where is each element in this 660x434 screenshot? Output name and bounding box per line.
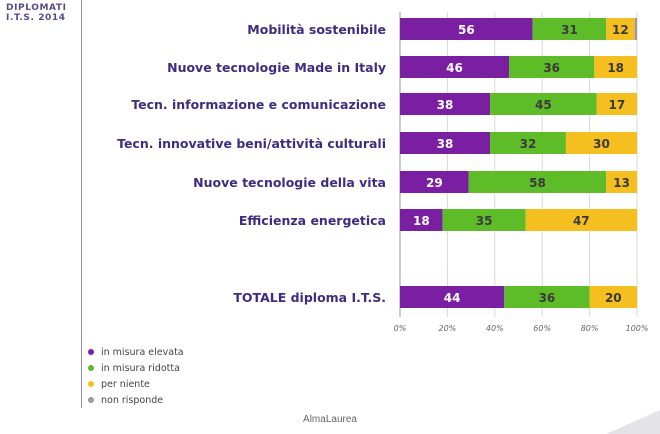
bar-segment	[532, 18, 607, 40]
category-label: Efficienza energetica	[239, 213, 386, 228]
tick-label: 40%	[486, 324, 504, 333]
tick-label: 80%	[581, 324, 599, 333]
legend: in misura elevata in misura ridotta per ni…	[88, 344, 184, 408]
category-label: Tecn. innovative beni/attività culturali	[117, 136, 386, 151]
tick-label: 100%	[626, 324, 649, 333]
x-tick-labels: 0% 20% 40% 60% 80% 100%	[394, 324, 649, 333]
bar-segment	[400, 56, 510, 78]
data-label: 36	[539, 291, 556, 305]
category-labels: Mobilità sostenibile Nuove tecnologie Mad…	[117, 22, 386, 305]
side-title-line1: DIPLOMATI	[6, 3, 67, 13]
legend-label: in misura elevata	[101, 346, 184, 358]
category-label: TOTALE diploma I.T.S.	[233, 290, 386, 305]
data-label: 36	[543, 61, 560, 75]
tick-label: 0%	[394, 324, 407, 333]
side-title-line2: I.T.S. 2014	[6, 13, 66, 23]
tick-label: 60%	[533, 324, 551, 333]
legend-swatch	[88, 397, 94, 403]
legend-swatch	[88, 365, 94, 371]
bar-segment	[400, 18, 533, 40]
data-label: 31	[561, 23, 578, 37]
bar-segment	[400, 209, 443, 231]
data-label: 47	[573, 214, 590, 228]
data-label: 30	[593, 137, 610, 151]
data-label: 29	[426, 176, 443, 190]
tick-label: 20%	[439, 324, 457, 333]
data-label: 13	[613, 176, 630, 190]
bar-segment	[400, 286, 505, 308]
bar-segment	[442, 209, 526, 231]
data-label: 35	[476, 214, 493, 228]
legend-swatch	[88, 381, 94, 387]
bar-segment	[606, 171, 637, 193]
category-label: Nuove tecnologie Made in Italy	[167, 60, 386, 75]
data-label: 38	[437, 98, 454, 112]
bar-segment	[589, 286, 637, 308]
legend-item: non risponde	[88, 392, 184, 408]
data-label: 45	[535, 98, 552, 112]
bar-segment	[565, 132, 637, 154]
bar-segment	[634, 18, 637, 40]
legend-label: per niente	[101, 378, 150, 390]
side-title: DIPLOMATI I.T.S. 2014	[6, 3, 67, 23]
bar-segment	[606, 18, 635, 40]
data-label: 20	[605, 291, 622, 305]
bar-segment	[596, 93, 637, 115]
bar-segment	[504, 286, 590, 308]
legend-item: in misura ridotta	[88, 360, 184, 376]
bar-segment	[468, 171, 607, 193]
legend-item: in misura elevata	[88, 344, 184, 360]
bar-segment	[490, 132, 566, 154]
legend-label: non risponde	[101, 394, 164, 406]
category-label: Nuove tecnologie della vita	[193, 175, 386, 190]
data-label: 18	[413, 214, 430, 228]
bar-segment	[490, 93, 597, 115]
footer: AlmaLaurea	[303, 414, 357, 425]
bars: 56 31 12 46 36 18 38 45 17 38 32 30 29 58 13 18 35 47 44 36…	[400, 18, 637, 308]
data-label: 17	[609, 98, 626, 112]
divider-line	[81, 0, 82, 408]
legend-item: per niente	[88, 376, 184, 392]
bar-segment	[594, 56, 637, 78]
data-label: 46	[446, 61, 463, 75]
bar-segment	[400, 171, 469, 193]
bar-segment	[400, 132, 491, 154]
bar-segment	[400, 93, 491, 115]
legend-label: in misura ridotta	[101, 362, 180, 374]
category-label: Tecn. informazione e comunicazione	[131, 97, 386, 112]
legend-swatch	[88, 349, 94, 355]
data-label: 44	[444, 291, 461, 305]
bar-segment	[509, 56, 595, 78]
bar-segment	[525, 209, 637, 231]
page-corner-decoration	[606, 410, 660, 434]
data-label: 38	[437, 137, 454, 151]
data-label: 12	[612, 23, 629, 37]
data-label: 58	[529, 176, 546, 190]
data-label: 18	[607, 61, 624, 75]
category-label: Mobilità sostenibile	[247, 22, 386, 37]
data-label: 56	[458, 23, 475, 37]
data-label: 32	[520, 137, 537, 151]
